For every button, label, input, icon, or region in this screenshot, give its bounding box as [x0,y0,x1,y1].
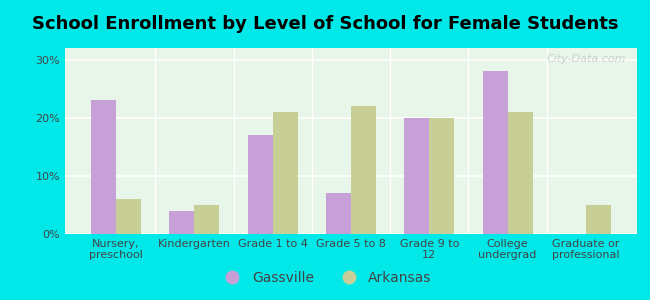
Text: School Enrollment by Level of School for Female Students: School Enrollment by Level of School for… [32,15,618,33]
Legend: Gassville, Arkansas: Gassville, Arkansas [213,265,437,290]
Bar [404,118,429,234]
Bar [326,193,351,234]
Bar [248,135,273,234]
Bar [91,100,116,234]
Text: City-Data.com: City-Data.com [546,54,625,64]
Bar [482,71,508,234]
Bar [508,112,533,234]
Bar [429,118,454,234]
Bar [194,205,220,234]
Bar [351,106,376,234]
Bar [169,211,194,234]
Bar [273,112,298,234]
Bar [116,199,141,234]
Bar [586,205,611,234]
